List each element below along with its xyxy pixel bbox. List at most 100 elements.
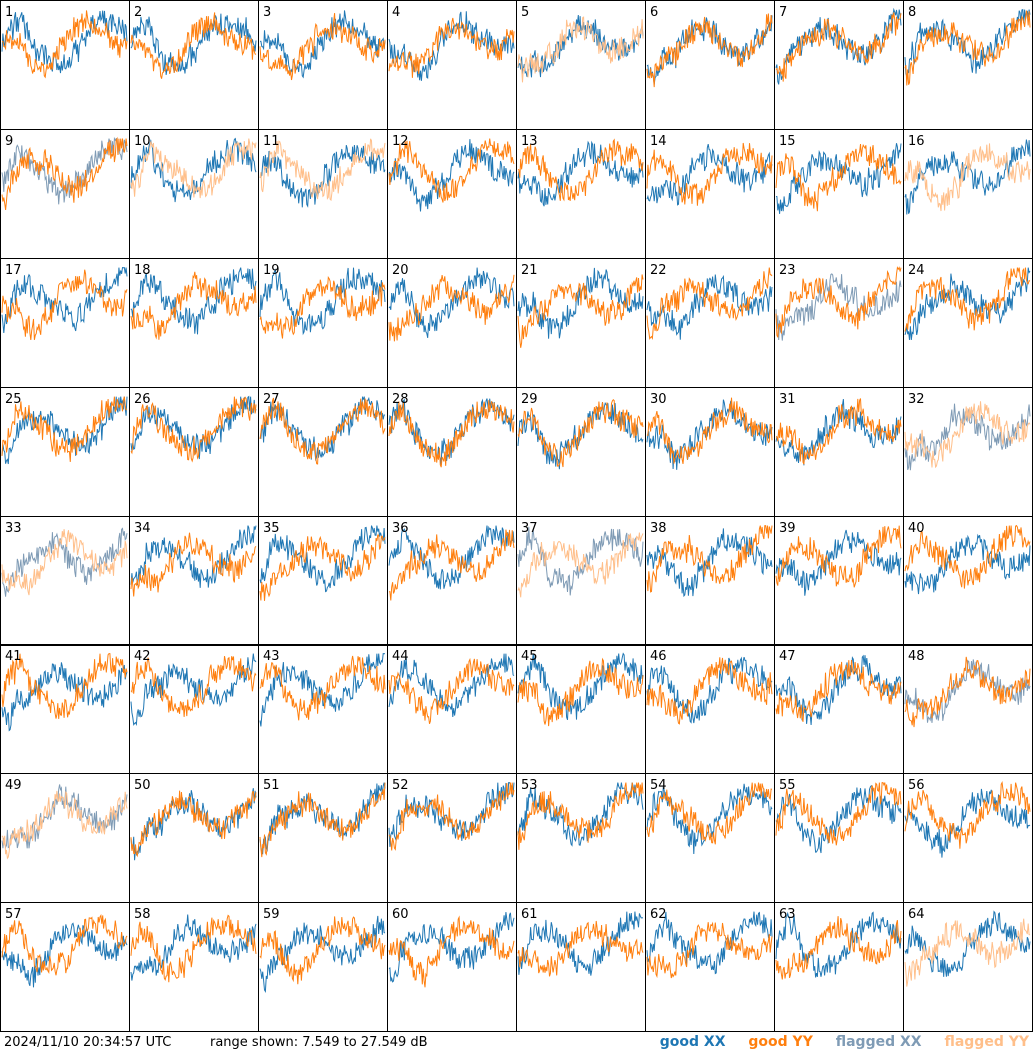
series-xx-panel-34 [130,525,257,588]
panel-label-61: 61 [521,907,538,922]
panel-label-17: 17 [5,263,22,278]
panel-24: 24 [903,258,1033,388]
series-yy-panel-46 [646,657,773,725]
panel-6: 6 [645,0,775,130]
panel-label-33: 33 [5,521,22,536]
series-yy-panel-26 [130,396,257,463]
panel-20: 20 [387,258,517,388]
panel-label-52: 52 [392,778,409,793]
panel-40: 40 [903,516,1033,646]
panel-31: 31 [774,387,904,517]
series-xx-panel-46 [646,656,773,724]
panel-17: 17 [0,258,130,388]
series-xx-panel-54 [646,783,773,855]
panel-35: 35 [258,516,388,646]
series-yy-panel-45 [517,657,644,727]
panel-61: 61 [516,902,646,1032]
series-xx-panel-2 [130,13,257,75]
series-yy-panel-32 [904,401,1031,469]
series-yy-panel-33 [1,529,128,596]
series-yy-panel-21 [517,274,644,348]
series-yy-panel-2 [130,12,257,79]
panel-38: 38 [645,516,775,646]
panel-50: 50 [129,773,259,903]
series-yy-panel-18 [130,271,257,340]
series-yy-panel-64 [904,918,1031,987]
panel-57: 57 [0,902,130,1032]
series-xx-panel-41 [1,662,128,732]
panel-58: 58 [129,902,259,1032]
series-xx-panel-60 [388,912,515,983]
series-yy-panel-8 [904,10,1031,86]
series-xx-panel-42 [130,653,257,727]
series-yy-panel-63 [775,916,902,980]
series-xx-panel-20 [388,267,515,338]
series-yy-panel-49 [1,790,128,860]
panel-12: 12 [387,129,517,259]
series-xx-panel-30 [646,399,773,470]
series-yy-panel-53 [517,782,644,850]
series-yy-panel-54 [646,782,773,845]
series-xx-panel-25 [1,396,128,465]
panel-4: 4 [387,0,517,130]
series-yy-panel-12 [388,138,515,203]
series-yy-panel-58 [130,914,257,983]
panel-label-46: 46 [650,649,667,664]
panel-64: 64 [903,902,1033,1032]
panel-16: 16 [903,129,1033,259]
panel-label-40: 40 [908,521,925,536]
series-yy-panel-37 [517,532,644,598]
series-xx-panel-24 [904,267,1031,341]
panel-56: 56 [903,773,1033,903]
panel-label-23: 23 [779,263,796,278]
panel-23: 23 [774,258,904,388]
panel-45: 45 [516,644,646,774]
panel-5: 5 [516,0,646,130]
panel-60: 60 [387,902,517,1032]
panel-label-16: 16 [908,134,925,149]
panel-label-60: 60 [392,907,409,922]
panel-63: 63 [774,902,904,1032]
panel-19: 19 [258,258,388,388]
series-yy-panel-23 [775,266,902,338]
panel-label-44: 44 [392,649,409,664]
series-xx-panel-63 [775,911,902,978]
series-yy-panel-4 [388,17,515,78]
panel-36: 36 [387,516,517,646]
panel-label-12: 12 [392,134,409,149]
panel-label-4: 4 [392,5,400,20]
panel-7: 7 [774,0,904,130]
series-xx-panel-12 [388,139,515,212]
series-xx-panel-29 [517,401,644,470]
panel-21: 21 [516,258,646,388]
series-xx-panel-35 [259,525,386,593]
panel-59: 59 [258,902,388,1032]
panel-label-32: 32 [908,392,925,407]
series-yy-panel-47 [775,659,902,722]
series-xx-panel-33 [1,527,128,597]
panel-54: 54 [645,773,775,903]
panel-label-7: 7 [779,5,787,20]
panel-46: 46 [645,644,775,774]
series-yy-panel-1 [1,10,128,79]
series-xx-panel-23 [775,273,902,341]
series-xx-panel-61 [517,911,644,976]
panel-label-64: 64 [908,907,925,922]
legend-good-yy: good YY [748,1034,813,1050]
series-xx-panel-47 [775,654,902,726]
panel-label-37: 37 [521,521,538,536]
panel-label-55: 55 [779,778,796,793]
panel-9: 9 [0,129,130,259]
panel-label-2: 2 [134,5,142,20]
panel-label-18: 18 [134,263,151,278]
legend: good XX good YY flagged XX flagged YY [642,1032,1029,1053]
panel-26: 26 [129,387,259,517]
panel-44: 44 [387,644,517,774]
series-xx-panel-57 [1,922,128,988]
series-yy-panel-35 [259,534,386,601]
panel-label-8: 8 [908,5,916,20]
panel-border-7 [774,0,904,130]
panel-label-25: 25 [5,392,22,407]
panel-label-36: 36 [392,521,409,536]
panel-13: 13 [516,129,646,259]
